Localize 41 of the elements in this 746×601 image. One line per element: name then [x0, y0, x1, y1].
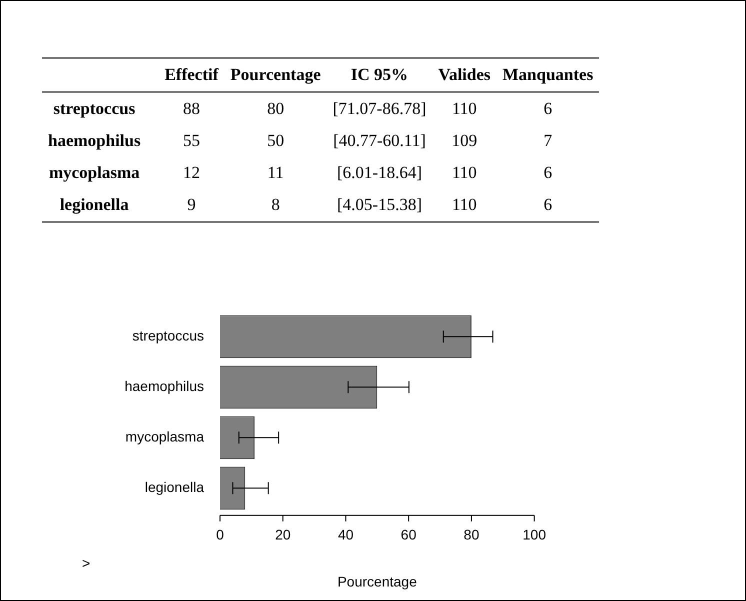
text: 6 [542, 98, 554, 120]
x-axis-title: Pourcentage [337, 573, 418, 590]
text: 6 [542, 162, 554, 184]
text: [40.77-60.11] [332, 130, 427, 152]
y-tick-label: haemophilus [124, 378, 204, 394]
text: 110 [450, 98, 478, 120]
x-tick-label: 100 [522, 526, 546, 543]
text: [6.01-18.64] [336, 162, 423, 184]
text: IC 95% [350, 64, 410, 86]
y-tick-label: legionella [144, 479, 204, 496]
text: 12 [182, 162, 201, 184]
text: Manquantes [502, 64, 594, 86]
text: Effectif [164, 64, 220, 86]
x-tick-label: 20 [275, 526, 291, 543]
category-label: mycoplasma [48, 163, 140, 182]
text: 55 [182, 130, 201, 152]
text: Valides [437, 64, 492, 86]
x-tick-label: 80 [464, 526, 480, 543]
text: 6 [542, 194, 554, 216]
text: 80 [266, 98, 286, 120]
text: Pourcentage [229, 64, 322, 86]
x-tick-label: 40 [338, 526, 354, 543]
text: 50 [266, 130, 286, 152]
text: > [82, 555, 90, 571]
text: 109 [450, 130, 478, 152]
category-label: legionella [60, 195, 129, 214]
text: 88 [182, 98, 201, 120]
text: 110 [450, 194, 478, 216]
text: [71.07-86.78] [332, 98, 428, 120]
text: 11 [266, 162, 285, 184]
text: 8 [270, 194, 281, 216]
x-tick-label: 60 [400, 526, 417, 543]
text: 9 [186, 194, 197, 216]
category-label: haemophilus [48, 131, 141, 150]
y-tick-label: mycoplasma [125, 428, 204, 445]
y-tick-label: streptoccus [132, 328, 204, 344]
category-label: streptoccus [53, 99, 136, 118]
text: [4.05-15.38] [336, 194, 423, 216]
text: 110 [450, 162, 478, 184]
x-tick-label: 0 [216, 526, 224, 543]
text: 7 [542, 130, 554, 152]
